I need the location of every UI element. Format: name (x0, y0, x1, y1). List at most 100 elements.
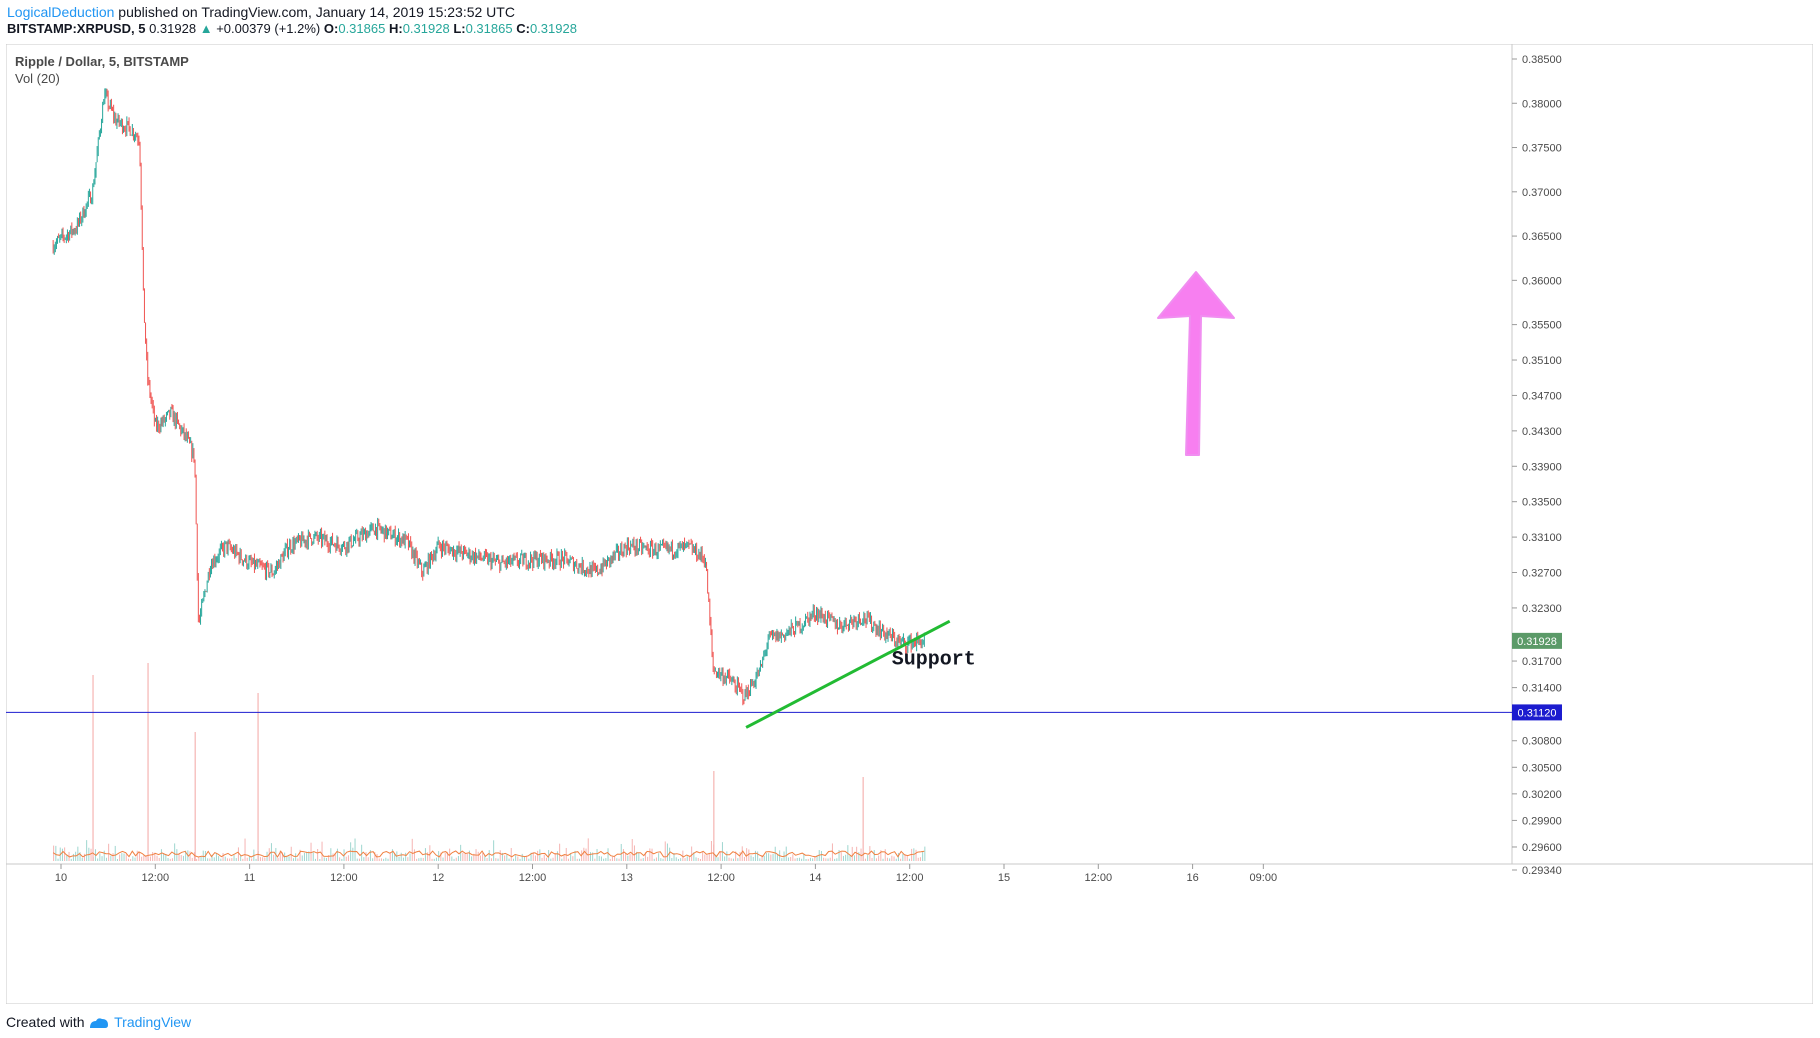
volume-bar (376, 853, 378, 861)
volume-bar (130, 858, 132, 861)
volume-bar (576, 858, 578, 861)
volume-bar (651, 848, 653, 861)
volume-bar (812, 858, 814, 861)
volume-bar (473, 853, 475, 861)
volume-ma-line (52, 850, 925, 858)
volume-bar (442, 857, 444, 861)
y-tick-label: 0.33900 (1522, 461, 1562, 473)
volume-bar (418, 858, 420, 861)
volume-bar (110, 855, 112, 861)
x-tick-label: 11 (244, 872, 255, 884)
volume-bar (618, 858, 620, 861)
volume-spike-bar (147, 663, 149, 861)
volume-bar (328, 855, 330, 861)
volume-bar (699, 858, 701, 861)
tradingview-brand[interactable]: TradingView (114, 1014, 192, 1030)
volume-bar (312, 852, 314, 861)
volume-bar (490, 858, 492, 861)
volume-bar (112, 853, 114, 861)
volume-bar (347, 855, 349, 861)
volume-bar (123, 853, 125, 861)
volume-bar (642, 858, 644, 861)
volume-bar (915, 849, 917, 861)
volume-bar (693, 852, 695, 861)
close-value: 0.31928 (529, 21, 577, 36)
volume-bar (515, 855, 517, 861)
volume-bar (479, 855, 481, 861)
volume-bar (468, 850, 470, 861)
y-tick-label: 0.31700 (1522, 656, 1562, 668)
volume-bar (281, 852, 283, 861)
volume-bar (594, 858, 596, 861)
volume-bar (570, 853, 572, 861)
volume-bar (884, 849, 886, 861)
volume-bar (750, 855, 752, 861)
volume-bar (321, 841, 323, 861)
volume-bar (207, 858, 209, 861)
price-chart[interactable]: 0.38500 0.38000 0.37500 0.37000 0.36500 0.360… (6, 44, 1813, 1004)
volume-bar (523, 856, 525, 861)
volume-bar (840, 852, 842, 861)
volume-bar (222, 853, 224, 861)
volume-bar (616, 858, 618, 861)
volume-bar (244, 838, 246, 861)
volume-bar (383, 858, 385, 861)
volume-bar (534, 855, 536, 861)
volume-bar (229, 858, 231, 861)
volume-bar (776, 854, 778, 861)
volume-bar (853, 855, 855, 861)
volume-bar (422, 857, 424, 861)
volume-bar (446, 851, 448, 861)
volume-bar (72, 853, 74, 861)
x-tick-label: 16 (1186, 872, 1198, 884)
volume-bar (794, 858, 796, 861)
volume-bar (545, 857, 547, 861)
volume-bar (882, 858, 884, 861)
volume-indicator-label[interactable]: Vol (20) (15, 71, 60, 86)
x-tick-label: 09:00 (1250, 872, 1278, 884)
y-tick-label: 0.29340 (1522, 865, 1562, 877)
volume-bar (299, 849, 301, 861)
volume-bar (748, 849, 750, 861)
volume-bar (411, 838, 413, 861)
volume-bar (787, 857, 789, 861)
volume-bar (572, 856, 574, 861)
volume-bar (710, 840, 712, 861)
volume-bar (528, 858, 530, 861)
volume-bar (858, 852, 860, 861)
volume-bar (389, 852, 391, 861)
x-tick-label: 12:00 (519, 872, 547, 884)
volume-bar (873, 850, 875, 861)
volume-bar (103, 850, 105, 861)
volume-bar (631, 839, 633, 861)
author-link[interactable]: LogicalDeduction (7, 4, 115, 20)
volume-bar (352, 847, 354, 861)
volume-bar (174, 843, 176, 861)
volume-bar (317, 848, 319, 861)
high-value: 0.31928 (402, 21, 450, 36)
volume-bar (466, 853, 468, 861)
volume-bar (138, 852, 140, 861)
volume-bar (900, 858, 902, 861)
y-tick-label: 0.33100 (1522, 532, 1562, 544)
volume-bar (889, 858, 891, 861)
volume-bar (372, 858, 374, 861)
chart-container[interactable]: 0.38500 0.38000 0.37500 0.37000 0.36500 0.360… (6, 44, 1813, 1004)
volume-bar (132, 856, 134, 861)
volume-bar (158, 857, 160, 861)
volume-bar (363, 857, 365, 861)
volume-bar (264, 857, 266, 861)
y-tick-label: 0.29600 (1522, 842, 1562, 854)
x-tick-label: 12:00 (707, 872, 735, 884)
volume-bar (801, 858, 803, 861)
volume-bar (493, 840, 495, 861)
last-price: 0.31928 (149, 21, 197, 36)
volume-bar (66, 854, 68, 861)
volume-bar (125, 854, 127, 861)
volume-bar (402, 857, 404, 861)
volume-bar (633, 845, 635, 861)
volume-bar (499, 850, 501, 861)
volume-bar (770, 854, 772, 861)
volume-bar (407, 857, 409, 861)
volume-bar (209, 858, 211, 861)
